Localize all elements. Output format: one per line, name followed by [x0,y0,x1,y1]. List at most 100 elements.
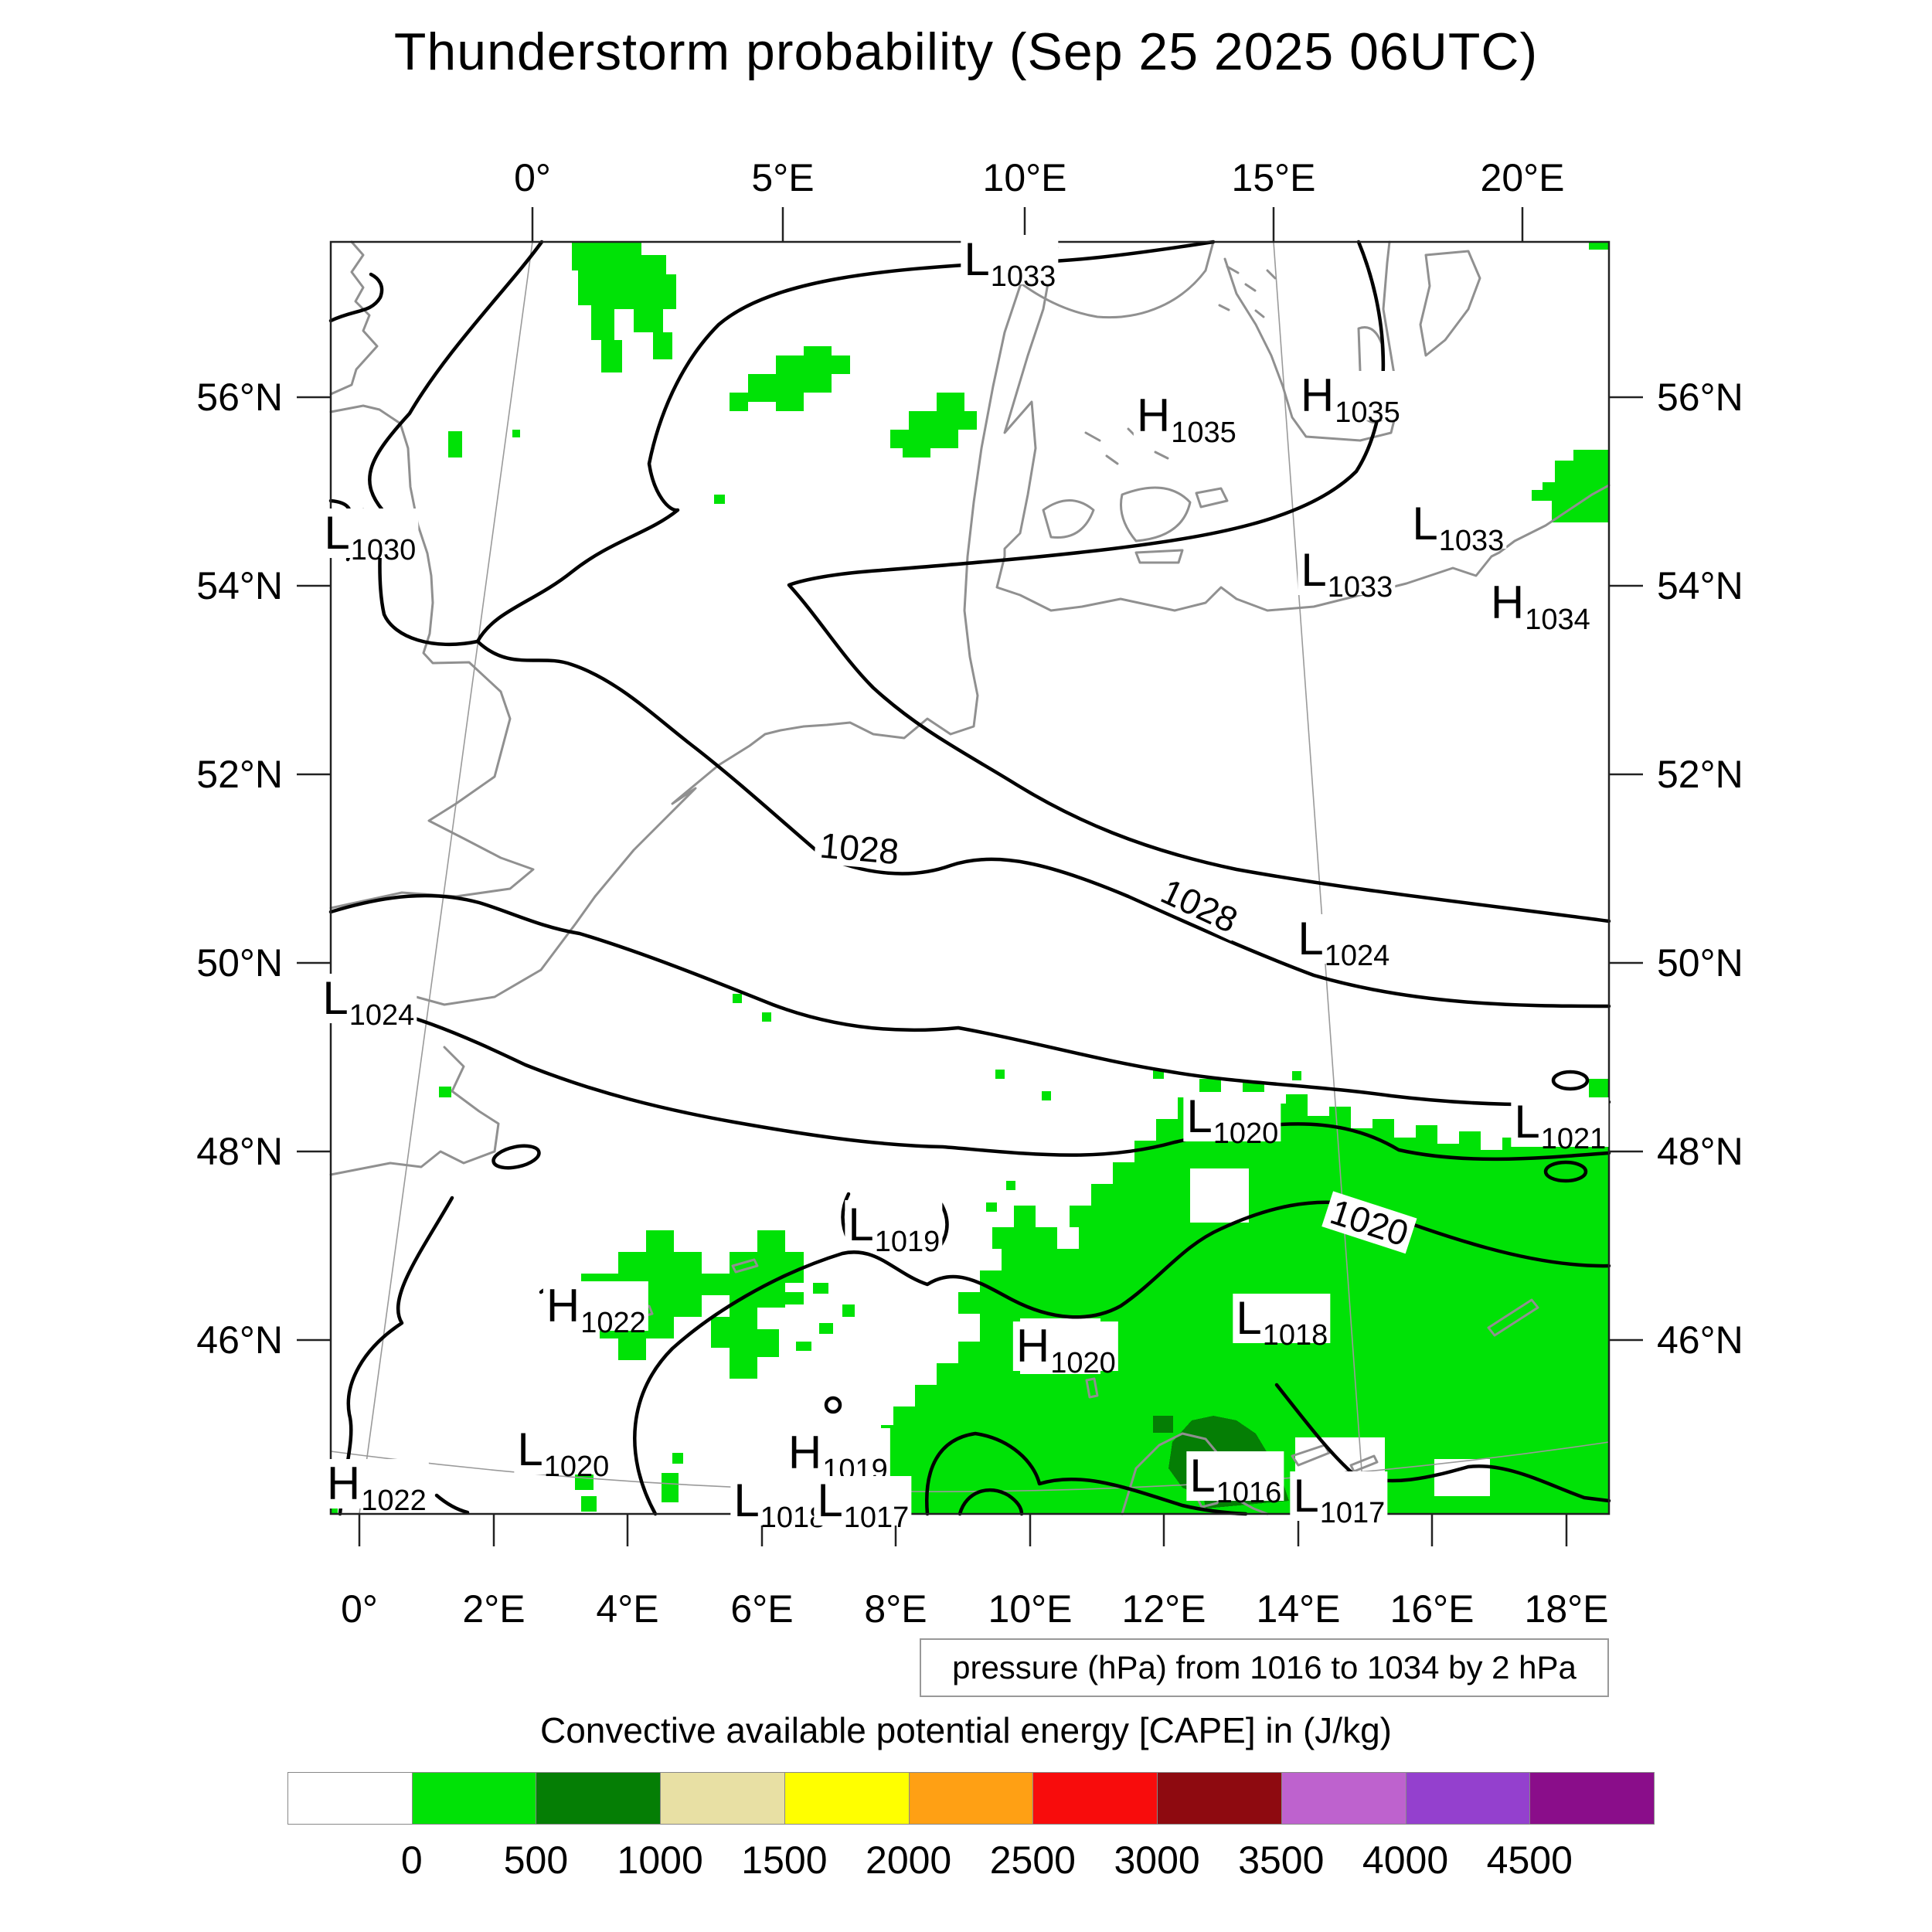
pressure-value: 1035 [1171,417,1236,449]
colorbar-tick-0: 0 [400,1838,423,1882]
pressure-letter: L [1412,498,1438,549]
colorbar-tick-1500: 1500 [741,1838,828,1882]
pressure-range-caption: pressure (hPa) from 1016 to 1034 by 2 hP… [952,1649,1577,1685]
pressure-letter: H [1300,369,1335,421]
pressure-value: 1034 [1525,604,1590,636]
cape-colorbar [287,1772,1655,1825]
pressure-letter: L [1189,1450,1216,1502]
colorbar-cell-9 [1405,1772,1531,1825]
colorbar-cell-5 [908,1772,1034,1825]
pressure-letter: L [1514,1096,1540,1148]
colorbar-tick-2000: 2000 [866,1838,952,1882]
bottom-axis-label: 12°E [1121,1587,1206,1631]
pressure-letter: L [517,1423,543,1475]
pressure-letter: H [787,1427,822,1478]
pressure-center-h-1034: H1034 [1487,577,1593,634]
right-axis-label: 46°N [1657,1318,1743,1362]
pressure-value: 1024 [1324,940,1390,972]
pressure-center-l-1016: L1016 [1186,1450,1284,1508]
right-axis-label: 48°N [1657,1130,1743,1173]
colorbar-tick-2500: 2500 [989,1838,1076,1882]
pressure-letter: H [1490,577,1525,628]
colorbar-tick-3000: 3000 [1114,1838,1200,1882]
pressure-letter: H [1015,1320,1050,1372]
pressure-value: 1021 [1540,1123,1607,1155]
colorbar-cell-2 [536,1772,662,1825]
left-axis-label: 54°N [196,564,283,607]
bottom-axis-label: 16°E [1389,1587,1475,1631]
pressure-value: 1017 [1319,1497,1386,1529]
bottom-axis-label: 0° [341,1587,378,1631]
pressure-value: 1030 [350,534,417,566]
pressure-center-h-1035: H1035 [1133,391,1239,447]
pressure-letter: L [1298,913,1324,964]
pressure-value: 1022 [361,1485,427,1517]
pressure-value: 1019 [874,1226,940,1258]
colorbar-cell-4 [784,1772,910,1825]
pressure-letter: H [546,1280,580,1332]
pressure-value: 1022 [580,1307,646,1339]
bottom-axis-label: 8°E [864,1587,927,1631]
pressure-center-l-1019: L1019 [845,1199,943,1257]
colorbar-tick-500: 500 [503,1838,569,1882]
colorbar-cell-3 [660,1772,785,1825]
left-axis-label: 46°N [196,1318,283,1362]
colorbar-tick-4000: 4000 [1362,1838,1449,1882]
bottom-axis-label: 18°E [1524,1587,1609,1631]
pressure-center-h-1020: H1020 [1012,1320,1118,1378]
colorbar-cell-6 [1032,1772,1158,1825]
pressure-center-l-1017: L1017 [1290,1470,1388,1528]
colorbar-tick-4500: 4500 [1486,1838,1573,1882]
top-axis-label: 0° [514,156,551,199]
pressure-center-l-1020: L1020 [514,1423,612,1481]
colorbar-cell-7 [1157,1772,1282,1825]
pressure-value: 1033 [1438,525,1505,557]
coastlines [329,240,1611,1515]
colorbar-cell-0 [287,1772,413,1825]
pressure-letter: L [1236,1292,1262,1344]
pressure-letter: H [326,1458,361,1509]
pressure-letter: L [324,507,350,559]
colorbar-title: Convective available potential energy [C… [539,1710,1392,1750]
contour-label-1028: 1028 [813,825,906,872]
pressure-center-l-1020: L1020 [1183,1092,1281,1148]
pressure-center-l-1033: L1033 [1409,498,1507,556]
pressure-letter: L [1293,1470,1319,1522]
colorbar-tick-3500: 3500 [1238,1838,1325,1882]
bottom-axis-label: 10°E [988,1587,1073,1631]
pressure-value: 1024 [349,999,415,1032]
pressure-center-l-1033: L1033 [1298,544,1396,602]
right-axis-label: 56°N [1657,376,1743,419]
top-axis-label: 15°E [1231,156,1316,199]
pressure-center-l-1021: L1021 [1511,1096,1609,1154]
pressure-center-h-1022: H1022 [543,1280,648,1338]
pressure-center-h-1022: H1022 [323,1458,429,1515]
left-axis-label: 52°N [196,753,283,796]
bottom-axis-label: 6°E [730,1587,794,1631]
pressure-value: 1033 [1327,571,1393,604]
pressure-center-l-1033: L1033 [961,233,1059,291]
pressure-letter: L [817,1475,843,1526]
pressure-value: 1016 [1216,1477,1282,1509]
pressure-center-l-1030: L1030 [321,507,419,565]
top-axis-label: 10°E [982,156,1067,199]
pressure-center-h-1019: H1019 [784,1427,890,1485]
pressure-center-l-1018: L1018 [1233,1292,1331,1350]
pressure-center-l-1017: L1017 [814,1475,912,1532]
pressure-letter: L [1301,544,1327,596]
pressure-value: 1018 [1262,1319,1328,1352]
pressure-letter: L [322,972,349,1024]
pressure-letter: L [964,233,990,285]
pressure-letter: L [848,1199,874,1250]
pressure-range-caption-box: pressure (hPa) from 1016 to 1034 by 2 hP… [920,1638,1609,1697]
bottom-axis-label: 2°E [462,1587,526,1631]
right-axis-label: 54°N [1657,564,1743,607]
bottom-axis-label: 14°E [1256,1587,1341,1631]
left-axis-label: 48°N [196,1130,283,1173]
right-axis-label: 52°N [1657,753,1743,796]
left-axis-label: 56°N [196,376,283,419]
pressure-letter: L [733,1475,760,1526]
colorbar-tick-1000: 1000 [617,1838,703,1882]
left-axis-label: 50°N [196,941,283,985]
